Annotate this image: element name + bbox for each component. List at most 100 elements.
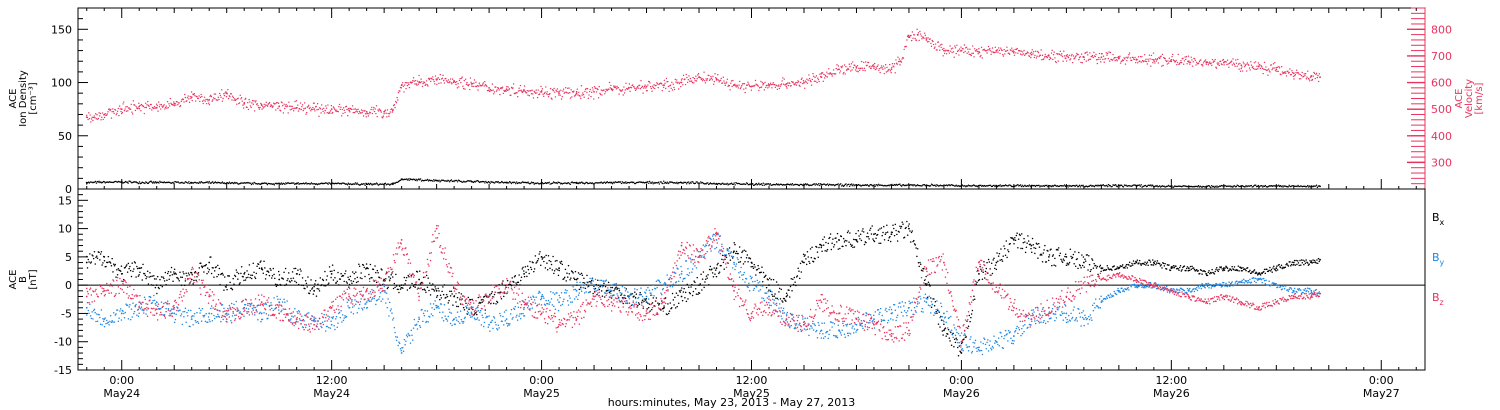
Bx-sample: [336, 280, 339, 283]
velocity-sample: [716, 78, 718, 81]
velocity-sample: [1016, 47, 1018, 50]
Bx-sample: [1016, 232, 1018, 234]
Bx-sample: [613, 289, 615, 292]
density-sample: [1063, 184, 1066, 186]
Bx-sample: [88, 261, 90, 263]
velocity-sample: [965, 46, 968, 49]
Bx-sample: [914, 244, 917, 246]
Bx-sample: [779, 298, 782, 300]
Bx-sample: [1177, 267, 1179, 270]
velocity-sample: [781, 80, 783, 82]
velocity-sample: [401, 82, 404, 84]
velocity-sample: [577, 94, 579, 96]
velocity-sample: [866, 64, 868, 66]
velocity-sample: [1278, 67, 1281, 69]
velocity-sample: [478, 82, 481, 84]
Bx-sample: [1033, 246, 1035, 249]
velocity-sample: [1271, 69, 1273, 71]
velocity-sample: [854, 64, 856, 67]
velocity-sample: [337, 110, 339, 113]
velocity-sample: [894, 72, 896, 74]
Bx-sample: [892, 224, 894, 226]
velocity-sample: [1071, 53, 1073, 56]
velocity-sample: [519, 89, 521, 92]
velocity-sample: [434, 83, 436, 85]
velocity-sample: [119, 108, 122, 110]
Bx-sample: [570, 277, 572, 279]
Bx-sample: [388, 276, 390, 278]
Bx-sample: [1189, 269, 1191, 272]
velocity-sample: [738, 84, 740, 86]
velocity-sample: [1036, 55, 1038, 57]
velocity-sample: [524, 90, 526, 93]
velocity-sample: [534, 92, 537, 94]
velocity-sample: [231, 99, 233, 101]
velocity-sample: [942, 55, 944, 57]
Bx-sample: [141, 279, 143, 281]
Bx-sample: [872, 238, 874, 240]
velocity-sample: [435, 78, 437, 80]
Bx-sample: [639, 291, 641, 294]
density-sample: [208, 180, 210, 183]
velocity-sample: [675, 81, 677, 83]
velocity-sample: [983, 48, 986, 50]
velocity-sample: [615, 88, 618, 90]
velocity-sample: [482, 83, 484, 85]
Bx-sample: [285, 283, 288, 285]
density-sample: [559, 181, 561, 184]
Bx-sample: [638, 303, 641, 306]
Bx-sample: [170, 271, 172, 273]
velocity-sample: [1164, 58, 1166, 60]
velocity-sample: [206, 98, 209, 101]
density-sample: [657, 181, 660, 184]
velocity-sample: [999, 52, 1001, 55]
Bx-sample: [1121, 265, 1123, 268]
Bx-sample: [456, 296, 459, 299]
Bx-sample: [549, 267, 551, 270]
Bx-sample: [553, 270, 556, 272]
Bx-sample: [949, 340, 951, 342]
velocity-sample: [445, 77, 447, 80]
Bx-sample: [854, 238, 856, 241]
Bx-sample: [751, 262, 753, 264]
velocity-sample: [963, 51, 965, 54]
velocity-sample: [1204, 59, 1207, 61]
Bx-sample: [963, 338, 965, 340]
velocity-sample: [1098, 56, 1100, 59]
velocity-sample: [880, 67, 882, 69]
Bx-sample: [1059, 252, 1062, 255]
density-sample: [1122, 186, 1125, 188]
velocity-sample: [682, 74, 685, 77]
velocity-sample: [470, 81, 472, 83]
Bx-sample: [534, 255, 537, 257]
velocity-sample: [819, 75, 822, 78]
velocity-sample: [1130, 59, 1133, 62]
Bx-sample: [393, 282, 396, 285]
velocity-sample: [1134, 56, 1136, 59]
velocity-sample: [1013, 54, 1016, 57]
Bx-sample: [1027, 235, 1029, 237]
velocity-sample: [499, 93, 501, 96]
Bx-sample: [883, 238, 886, 241]
density-sample: [1020, 185, 1023, 188]
velocity-sample: [223, 94, 226, 97]
velocity-sample: [575, 90, 578, 93]
velocity-sample: [760, 86, 763, 88]
velocity-sample: [558, 90, 561, 92]
velocity-sample: [518, 87, 520, 89]
velocity-sample: [1072, 55, 1075, 57]
Bx-sample: [492, 302, 495, 305]
velocity-sample: [412, 79, 414, 82]
bottom-left-tick-label: -10: [54, 336, 72, 349]
velocity-sample: [1132, 56, 1134, 59]
Bx-sample: [942, 334, 944, 336]
Bx-sample: [365, 263, 368, 265]
Bx-sample: [826, 248, 829, 251]
velocity-sample: [1217, 63, 1219, 66]
velocity-sample: [1109, 51, 1112, 54]
Bx-sample: [669, 302, 671, 304]
velocity-sample: [1039, 54, 1042, 57]
velocity-sample: [440, 82, 442, 84]
velocity-sample: [414, 79, 417, 82]
Bx-sample: [645, 297, 648, 300]
